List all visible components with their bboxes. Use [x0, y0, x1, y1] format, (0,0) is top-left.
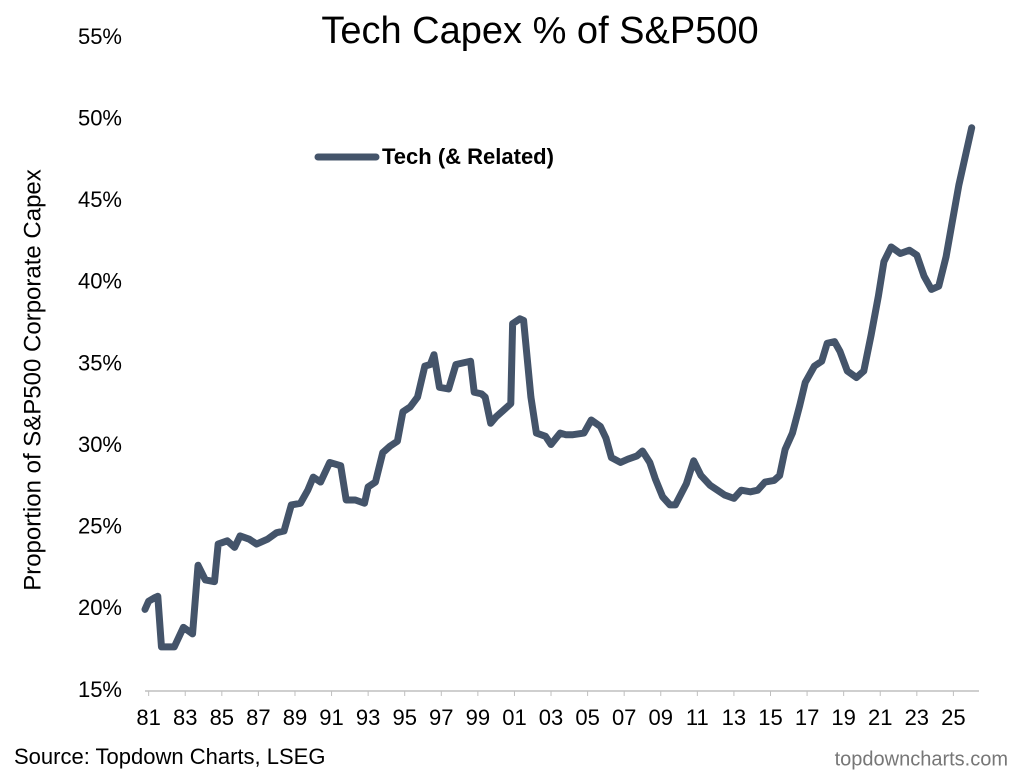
- x-tick-label: 89: [283, 705, 307, 730]
- x-tick-label: 19: [831, 705, 855, 730]
- x-tick-label: 97: [429, 705, 453, 730]
- x-tick-label: 87: [246, 705, 270, 730]
- chart-title: Tech Capex % of S&P500: [321, 10, 758, 52]
- x-tick-label: 15: [758, 705, 782, 730]
- x-tick-label: 93: [356, 705, 380, 730]
- y-tick-label: 40%: [78, 269, 122, 294]
- x-tick-label: 13: [722, 705, 746, 730]
- x-tick-label: 07: [612, 705, 636, 730]
- x-tick-label: 83: [173, 705, 197, 730]
- x-tick-label: 81: [136, 705, 160, 730]
- x-tick-label: 25: [941, 705, 965, 730]
- data-line: [141, 124, 976, 651]
- y-tick-label: 25%: [78, 514, 122, 539]
- legend-label: Tech (& Related): [382, 144, 554, 169]
- x-tick-label: 05: [575, 705, 599, 730]
- x-tick-label: 03: [539, 705, 563, 730]
- x-tick-label: 09: [649, 705, 673, 730]
- x-tick-label: 91: [319, 705, 343, 730]
- x-tick-label: 17: [795, 705, 819, 730]
- y-axis-label: Proportion of S&P500 Corporate Capex: [19, 169, 46, 591]
- y-tick-label: 50%: [78, 105, 122, 130]
- y-tick-label: 55%: [78, 24, 122, 49]
- x-tick-label: 21: [868, 705, 892, 730]
- x-tick-label: 01: [502, 705, 526, 730]
- x-tick-label: 23: [905, 705, 929, 730]
- y-tick-label: 45%: [78, 187, 122, 212]
- x-tick-label: 95: [392, 705, 416, 730]
- source: Source: Topdown Charts, LSEG: [14, 744, 325, 769]
- x-tick-label: 11: [686, 705, 709, 730]
- x-tick-label: 85: [210, 705, 234, 730]
- y-tick-label: 15%: [78, 677, 122, 702]
- watermark: topdowncharts.com: [835, 748, 1008, 770]
- y-tick-label: 20%: [78, 595, 122, 620]
- y-tick-label: 35%: [78, 350, 122, 375]
- y-tick-label: 30%: [78, 432, 122, 457]
- x-tick-label: 99: [466, 705, 490, 730]
